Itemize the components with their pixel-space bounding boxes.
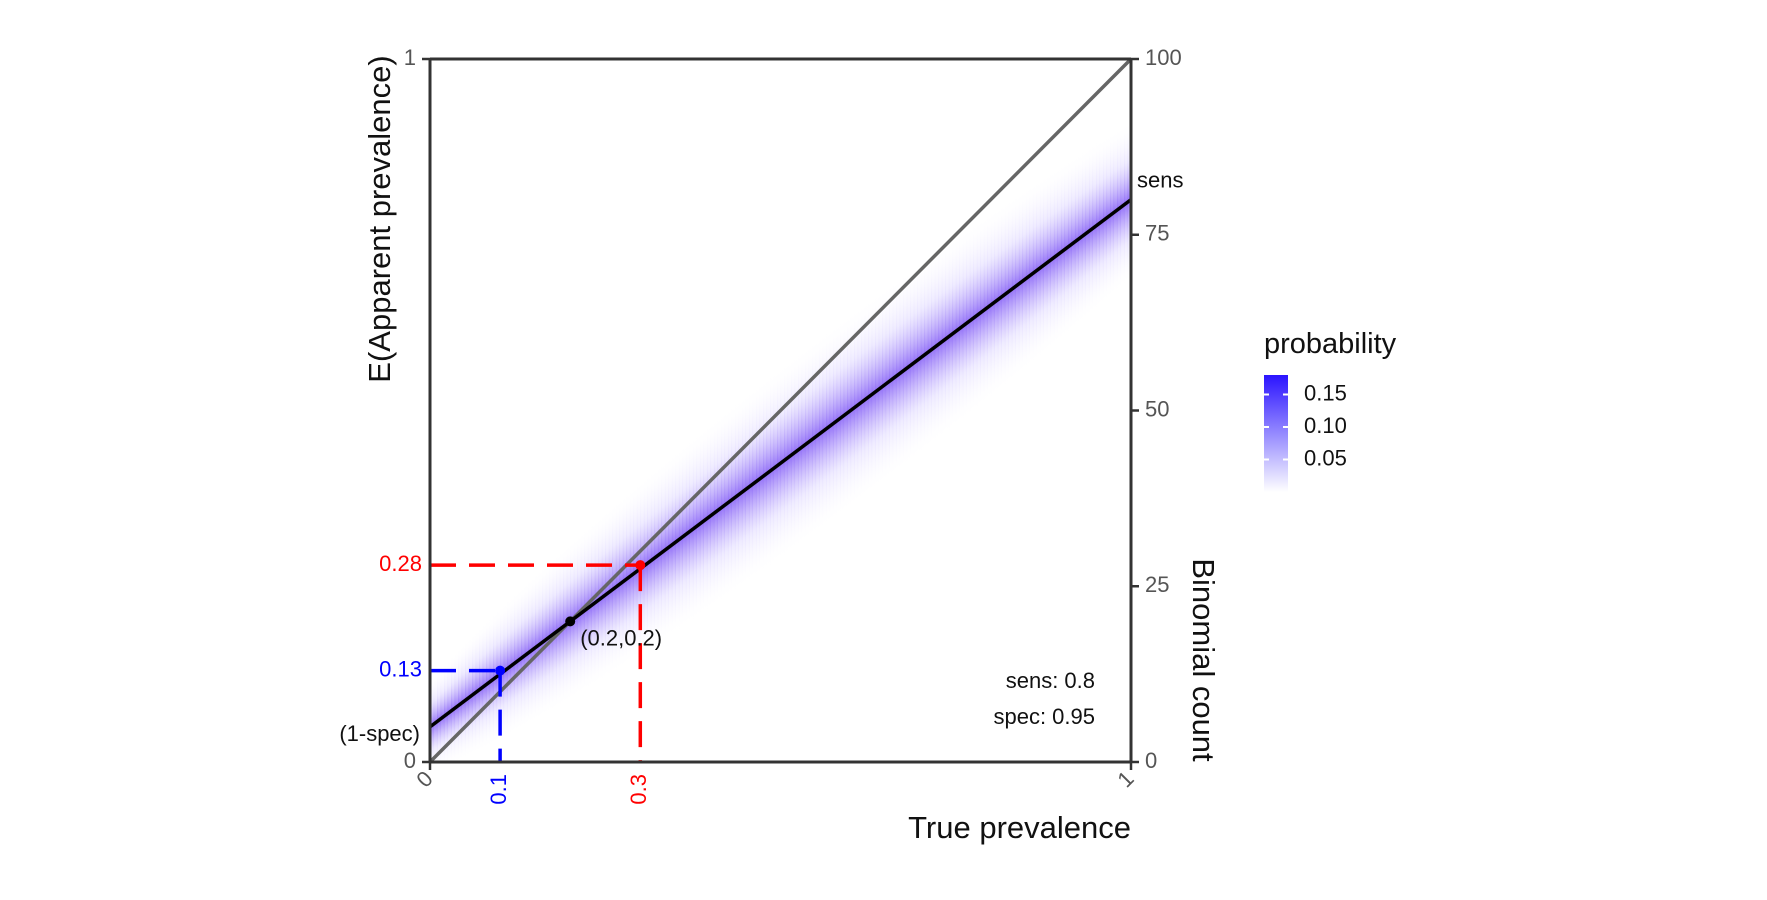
y-tick-label-0: 0 [404, 748, 416, 773]
apparent-prevalence-line [428, 198, 1133, 729]
crossing-point-label: (0.2,0.2) [580, 625, 662, 650]
y2-tick-label-3: 75 [1145, 221, 1169, 246]
sens-value-text: sens: 0.8 [1006, 668, 1095, 693]
identity-line [428, 57, 1133, 764]
legend-label-2: 0.05 [1304, 445, 1347, 470]
guide-x-label-0: 0.1 [486, 774, 511, 805]
guide-y-label-0: 0.13 [379, 656, 422, 681]
x-tick-label-1: 1 [1112, 766, 1138, 792]
x-axis-title: True prevalence [908, 810, 1131, 845]
legend-title: probability [1264, 328, 1397, 360]
guide-x-label-1: 0.3 [626, 774, 651, 805]
crossing-point [565, 616, 576, 627]
y2-axis-title: Binomial count [1186, 558, 1221, 762]
guide-point-0 [495, 665, 506, 676]
guide-y-label-1: 0.28 [379, 551, 422, 576]
probability-band-slice [430, 677, 435, 762]
legend-label-1: 0.10 [1304, 413, 1347, 438]
spec-value-text: spec: 0.95 [993, 704, 1095, 729]
y-axis-title: E(Apparent prevalence) [362, 55, 397, 382]
y2-tick-label-1: 25 [1145, 572, 1169, 597]
sens-marker-label: sens [1137, 168, 1183, 193]
guide-point-1 [635, 560, 646, 571]
probability-band-slice [444, 662, 449, 762]
y2-tick-label-0: 0 [1145, 748, 1157, 773]
spec-marker-label: (1-spec) [339, 721, 420, 746]
y2-tick-label-4: 100 [1145, 45, 1182, 70]
legend-colorbar [1264, 375, 1288, 492]
y2-tick-label-2: 50 [1145, 396, 1169, 421]
probability-band-slice [437, 670, 442, 762]
y-tick-label-1: 1 [404, 45, 416, 70]
probability-band-slice [433, 673, 438, 762]
probability-band-slice [440, 666, 445, 762]
legend-label-0: 0.15 [1304, 380, 1347, 405]
x-tick-label-0: 0 [411, 766, 437, 792]
